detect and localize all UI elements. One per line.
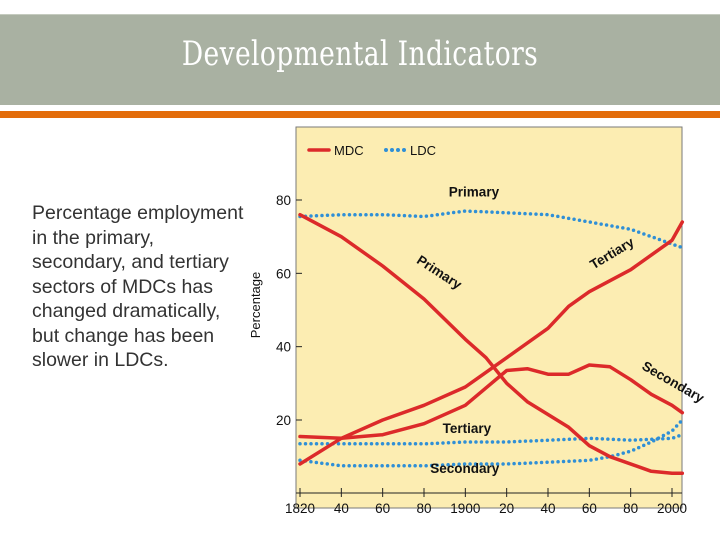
x-tick-label: 20 <box>499 501 514 516</box>
x-tick-label: 1900 <box>450 501 480 516</box>
x-tick-label: 60 <box>582 501 597 516</box>
y-tick-label: 80 <box>276 193 291 208</box>
chart-series <box>298 209 685 475</box>
y-tick-label: 40 <box>276 340 291 355</box>
chart-legend: MDC LDC <box>307 143 436 158</box>
legend-label-mdc: MDC <box>334 143 364 158</box>
slide-body-text: Percentage employment in the primary, se… <box>32 202 244 371</box>
slide-title: Developmental Indicators <box>181 34 539 74</box>
y-tick-label: 20 <box>276 413 291 428</box>
y-tick-label: 60 <box>276 266 291 281</box>
x-tick-label: 80 <box>416 501 431 516</box>
x-tick-label: 80 <box>623 501 638 516</box>
annotation-secondary: Secondary <box>430 461 500 476</box>
annotation-tertiary: Tertiary <box>443 421 492 436</box>
x-tick-label: 40 <box>334 501 349 516</box>
mdc-primary-line <box>298 212 685 475</box>
accent-bar <box>0 111 720 118</box>
y-axis-label: Percentage <box>248 272 263 339</box>
title-band <box>0 14 720 105</box>
mdc-tertiary-line <box>298 220 685 466</box>
chart-axes: 1820 40 60 80 1900 20 40 60 80 2000 20 40 60 80 Percen… <box>248 193 687 516</box>
x-tick-label: 60 <box>375 501 390 516</box>
ldc-secondary-line <box>298 418 685 468</box>
x-tick-label: 1820 <box>285 501 315 516</box>
x-tick-label: 40 <box>540 501 555 516</box>
x-tick-label: 2000 <box>657 501 687 516</box>
mdc-secondary-line <box>298 363 685 441</box>
legend-label-ldc: LDC <box>410 143 436 158</box>
annotation-primary: Primary <box>449 184 500 199</box>
ldc-primary-line <box>298 209 685 250</box>
